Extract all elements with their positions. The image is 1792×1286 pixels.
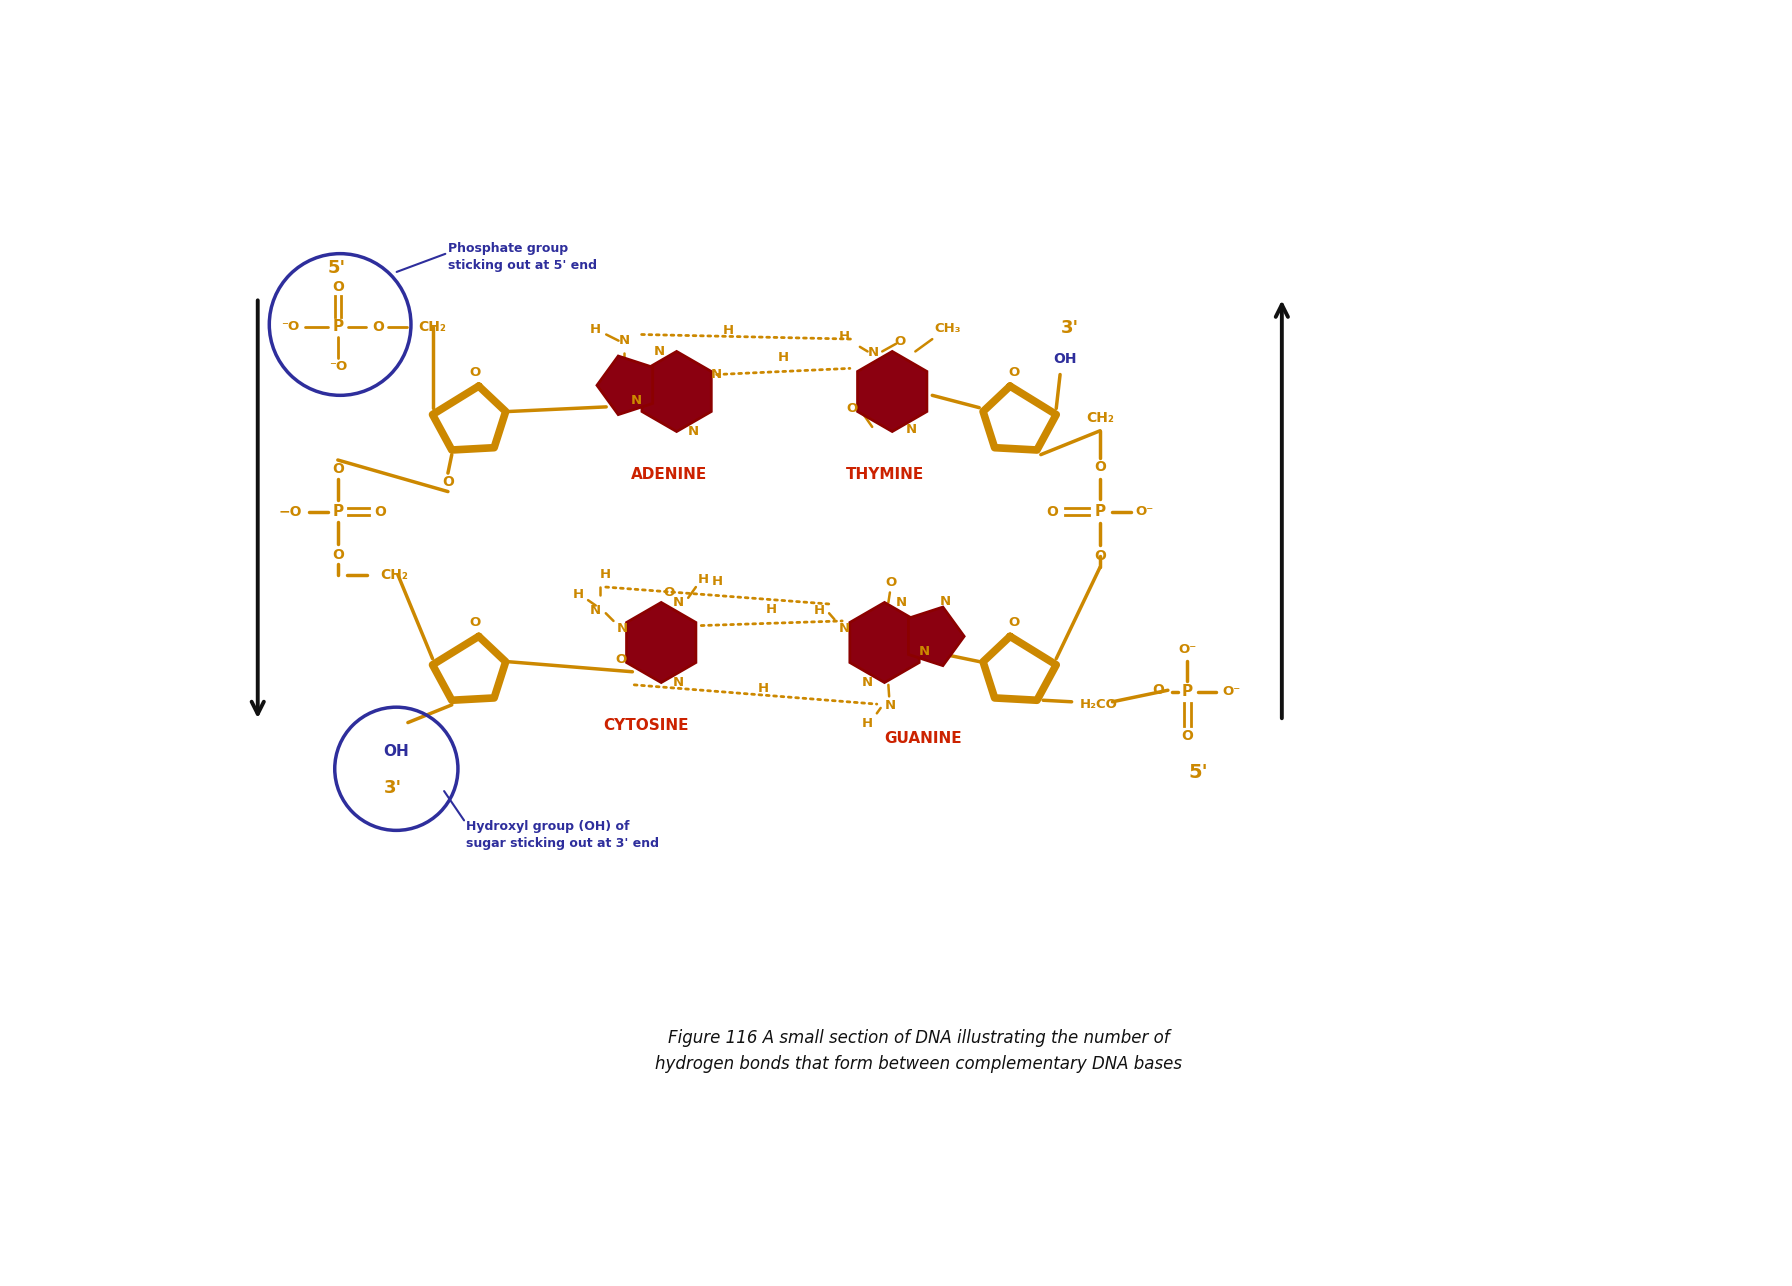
Text: 3': 3' xyxy=(1061,319,1079,337)
Text: THYMINE: THYMINE xyxy=(846,467,923,482)
Text: O: O xyxy=(1152,683,1163,697)
Text: N: N xyxy=(672,676,685,689)
Text: N: N xyxy=(672,595,685,610)
Text: O: O xyxy=(470,616,480,629)
Text: OH: OH xyxy=(1054,352,1077,367)
Text: O: O xyxy=(1009,365,1020,379)
Text: N: N xyxy=(885,700,896,712)
Text: O⁻: O⁻ xyxy=(1177,643,1197,656)
Text: O: O xyxy=(443,476,453,490)
Text: H: H xyxy=(758,682,769,694)
Text: O: O xyxy=(885,576,896,589)
Text: O: O xyxy=(846,403,858,415)
Text: N: N xyxy=(867,346,878,360)
Text: O: O xyxy=(1047,504,1059,518)
Text: O: O xyxy=(663,586,674,599)
Text: O: O xyxy=(332,548,344,562)
Text: H: H xyxy=(699,572,710,586)
Text: O: O xyxy=(332,280,344,293)
Polygon shape xyxy=(909,607,964,666)
Text: 5': 5' xyxy=(328,258,346,276)
Text: O: O xyxy=(470,365,480,379)
Text: H: H xyxy=(767,603,778,616)
Text: ⁻O: ⁻O xyxy=(328,360,348,373)
Text: H: H xyxy=(839,329,849,342)
Text: O: O xyxy=(373,320,383,334)
Text: N: N xyxy=(939,595,950,608)
Text: Hydroxyl group (OH) of: Hydroxyl group (OH) of xyxy=(466,819,629,832)
Text: sticking out at 5' end: sticking out at 5' end xyxy=(448,258,597,273)
Text: sugar sticking out at 3' end: sugar sticking out at 3' end xyxy=(466,836,659,850)
Text: H: H xyxy=(600,568,611,581)
Text: P: P xyxy=(332,319,344,334)
Text: ⁻O: ⁻O xyxy=(281,320,299,333)
Text: H: H xyxy=(722,324,735,337)
Text: P: P xyxy=(1095,504,1106,520)
Text: hydrogen bonds that form between complementary DNA bases: hydrogen bonds that form between complem… xyxy=(654,1055,1183,1073)
Text: N: N xyxy=(631,395,642,408)
Text: O: O xyxy=(1095,549,1106,563)
Text: 5': 5' xyxy=(1188,763,1208,782)
Text: H: H xyxy=(590,323,600,337)
Polygon shape xyxy=(858,351,926,432)
Text: CH₂: CH₂ xyxy=(419,320,446,334)
Text: O: O xyxy=(894,334,905,349)
Text: H: H xyxy=(711,575,722,588)
Text: N: N xyxy=(839,622,849,635)
Text: N: N xyxy=(590,603,602,617)
Text: O⁻: O⁻ xyxy=(1222,685,1240,698)
Polygon shape xyxy=(849,602,919,683)
Text: CH₂: CH₂ xyxy=(380,567,409,581)
Text: −O: −O xyxy=(278,504,301,518)
Polygon shape xyxy=(597,356,652,414)
Text: N: N xyxy=(616,622,629,635)
Text: N: N xyxy=(618,334,629,347)
Text: Phosphate group: Phosphate group xyxy=(448,242,568,255)
Text: O⁻: O⁻ xyxy=(1136,505,1154,518)
Text: H: H xyxy=(572,588,584,602)
Text: H: H xyxy=(814,603,824,617)
Text: OH: OH xyxy=(383,745,409,759)
Text: O: O xyxy=(1009,616,1020,629)
Text: N: N xyxy=(688,424,699,439)
Polygon shape xyxy=(642,351,711,432)
Text: N: N xyxy=(919,646,930,658)
Text: O: O xyxy=(1181,729,1193,743)
Text: N: N xyxy=(862,676,873,689)
Polygon shape xyxy=(627,602,695,683)
Text: CH₃: CH₃ xyxy=(934,322,961,334)
Text: CH₂: CH₂ xyxy=(1086,410,1115,424)
Text: P: P xyxy=(332,504,344,520)
Text: Figure 116 A small section of DNA illustrating the number of: Figure 116 A small section of DNA illust… xyxy=(668,1029,1168,1047)
Text: N: N xyxy=(907,423,918,436)
Text: O: O xyxy=(1095,460,1106,475)
Text: CYTOSINE: CYTOSINE xyxy=(604,718,688,733)
Text: O: O xyxy=(616,653,627,666)
Text: O: O xyxy=(375,504,385,518)
Text: H: H xyxy=(862,716,873,730)
Text: O: O xyxy=(332,462,344,476)
Text: H₂CO: H₂CO xyxy=(1079,697,1116,711)
Text: N: N xyxy=(654,345,665,358)
Text: GUANINE: GUANINE xyxy=(883,732,962,746)
Text: N: N xyxy=(896,595,907,610)
Text: P: P xyxy=(1181,684,1193,700)
Text: 3': 3' xyxy=(383,779,401,797)
Text: N: N xyxy=(711,368,722,381)
Text: H: H xyxy=(778,351,788,364)
Text: ADENINE: ADENINE xyxy=(631,467,708,482)
